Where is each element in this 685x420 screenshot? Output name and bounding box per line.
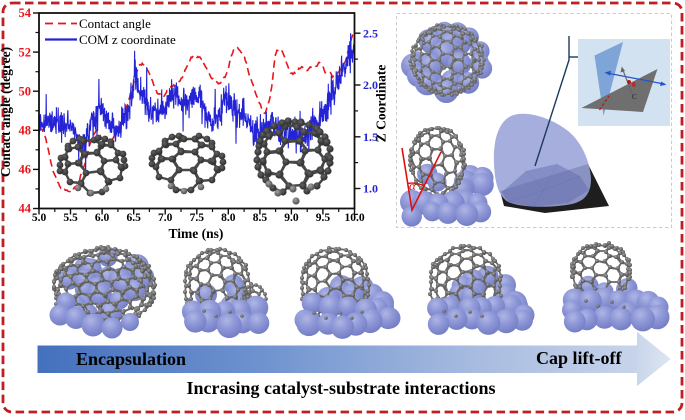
svg-text:9.0: 9.0 [284,212,299,224]
svg-text:1.5: 1.5 [363,130,378,144]
svg-text:8.0: 8.0 [221,212,236,224]
svg-text:Contact angle: Contact angle [79,16,151,31]
svg-text:Incrasing catalyst-substrate i: Incrasing catalyst-substrate interaction… [187,378,496,398]
svg-text:θ: θ [632,81,636,89]
svg-text:2.5: 2.5 [363,27,378,41]
svg-text:54: 54 [19,6,32,20]
svg-text:Encapsulation: Encapsulation [76,349,186,369]
svg-text:10.0: 10.0 [344,212,364,224]
svg-text:44: 44 [19,202,32,216]
svg-text:8.5: 8.5 [253,212,268,224]
svg-text:46: 46 [19,163,32,177]
svg-text:C: C [632,93,637,101]
svg-text:1.0: 1.0 [363,182,378,196]
svg-text:Cap lift-off: Cap lift-off [536,348,622,368]
svg-text:9.5: 9.5 [316,212,331,224]
svg-text:7.0: 7.0 [158,212,173,224]
svg-text:6.0: 6.0 [95,212,110,224]
svg-text:2.0: 2.0 [363,78,378,92]
svg-text:6.5: 6.5 [127,212,142,224]
svg-text:Contact angle (degree): Contact angle (degree) [0,47,13,177]
svg-text:COM z coordinate: COM z coordinate [79,32,176,47]
svg-text:50: 50 [19,84,32,98]
svg-text:Z Coordinate: Z Coordinate [374,65,389,143]
svg-text:5.0: 5.0 [32,212,47,224]
svg-text:48: 48 [19,124,32,138]
svg-text:5.5: 5.5 [63,212,78,224]
svg-text:7.5: 7.5 [190,212,205,224]
svg-text:α: α [409,178,417,193]
svg-text:52: 52 [19,45,32,59]
svg-text:Time (ns): Time (ns) [169,226,224,241]
